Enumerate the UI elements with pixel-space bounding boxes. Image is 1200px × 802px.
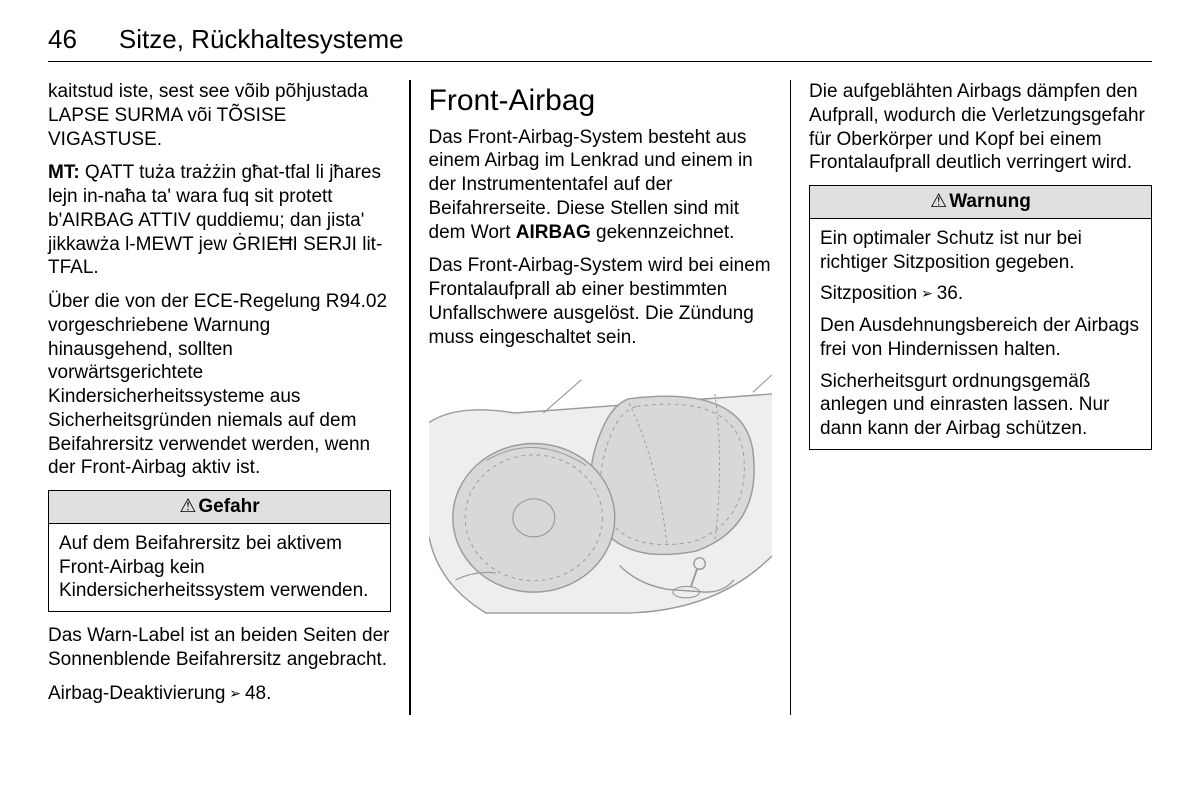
warning-box-body: Ein optimaler Schutz ist nur bei richtig… — [810, 219, 1151, 449]
warning-icon — [179, 496, 198, 517]
col1-paragraph-5: Airbag-Deaktivierung 48. — [48, 682, 391, 706]
airbag-word: AIRBAG — [516, 222, 591, 243]
mt-text: QATT tuża trażżin għat-tfal li jħares le… — [48, 162, 382, 278]
airbag-deactivation-ref: 48. — [245, 683, 271, 704]
sitzposition-text: Sitzposition — [820, 283, 917, 304]
warning-icon — [930, 191, 949, 212]
danger-title: Gefahr — [198, 496, 259, 517]
passenger-airbag-icon — [590, 394, 754, 555]
section-title: Sitze, Rückhaltesysteme — [119, 24, 404, 55]
page-header: 46 Sitze, Rückhaltesysteme — [48, 24, 1152, 62]
airbag-illustration — [429, 359, 772, 629]
airbag-deactivation-text: Airbag-Deaktivierung — [48, 683, 225, 704]
col1-paragraph-4: Das Warn-Label ist an beiden Seiten der … — [48, 624, 391, 672]
warning-body-4: Sicherheitsgurt ordnungsgemäß anlegen un… — [820, 370, 1141, 441]
warning-box-header: Warnung — [810, 186, 1151, 219]
column-divider-1 — [409, 80, 411, 715]
warning-box: Warnung Ein optimaler Schutz ist nur bei… — [809, 185, 1152, 450]
danger-box-header: Gefahr — [49, 491, 390, 524]
reference-icon — [917, 283, 937, 304]
driver-airbag-icon — [452, 444, 614, 593]
col2-paragraph-2: Das Front-Airbag-System wird bei einem F… — [429, 254, 772, 349]
column-middle: Front-Airbag Das Front-Airbag-System bes… — [429, 80, 772, 715]
danger-box-body: Auf dem Beifahrersitz bei aktivem Front-… — [49, 524, 390, 611]
warning-body-1: Ein optimaler Schutz ist nur bei richtig… — [820, 227, 1141, 275]
warning-body-2: Sitzposition 36. — [820, 282, 1141, 306]
col3-paragraph-1: Die aufgeblähten Airbags dämpfen den Auf… — [809, 80, 1152, 175]
col1-paragraph-1: kaitstud iste, sest see võib põhjustada … — [48, 80, 391, 151]
manual-page: 46 Sitze, Rückhaltesysteme kaitstud iste… — [0, 0, 1200, 802]
column-divider-2 — [790, 80, 792, 715]
page-number: 46 — [48, 24, 77, 55]
column-right: Die aufgeblähten Airbags dämpfen den Auf… — [809, 80, 1152, 715]
mt-label: MT: — [48, 162, 80, 183]
column-left: kaitstud iste, sest see võib põhjustada … — [48, 80, 391, 715]
sitzposition-ref: 36. — [937, 283, 963, 304]
col1-paragraph-3: Über die von der ECE-Regelung R94.02 vor… — [48, 290, 391, 480]
warning-title: Warnung — [949, 191, 1031, 212]
warning-body-3: Den Ausdehnungsbereich der Airbags frei … — [820, 314, 1141, 362]
content-columns: kaitstud iste, sest see võib põhjustada … — [48, 80, 1152, 715]
col2-p1-b: gekennzeichnet. — [591, 222, 735, 243]
col1-paragraph-2: MT: QATT tuża trażżin għat-tfal li jħare… — [48, 161, 391, 280]
danger-body-text: Auf dem Beifahrersitz bei aktivem Front-… — [59, 532, 380, 603]
front-airbag-heading: Front-Airbag — [429, 82, 772, 120]
danger-box: Gefahr Auf dem Beifahrersitz bei aktivem… — [48, 490, 391, 612]
col2-paragraph-1: Das Front-Airbag-System besteht aus eine… — [429, 126, 772, 245]
reference-icon — [225, 683, 245, 704]
